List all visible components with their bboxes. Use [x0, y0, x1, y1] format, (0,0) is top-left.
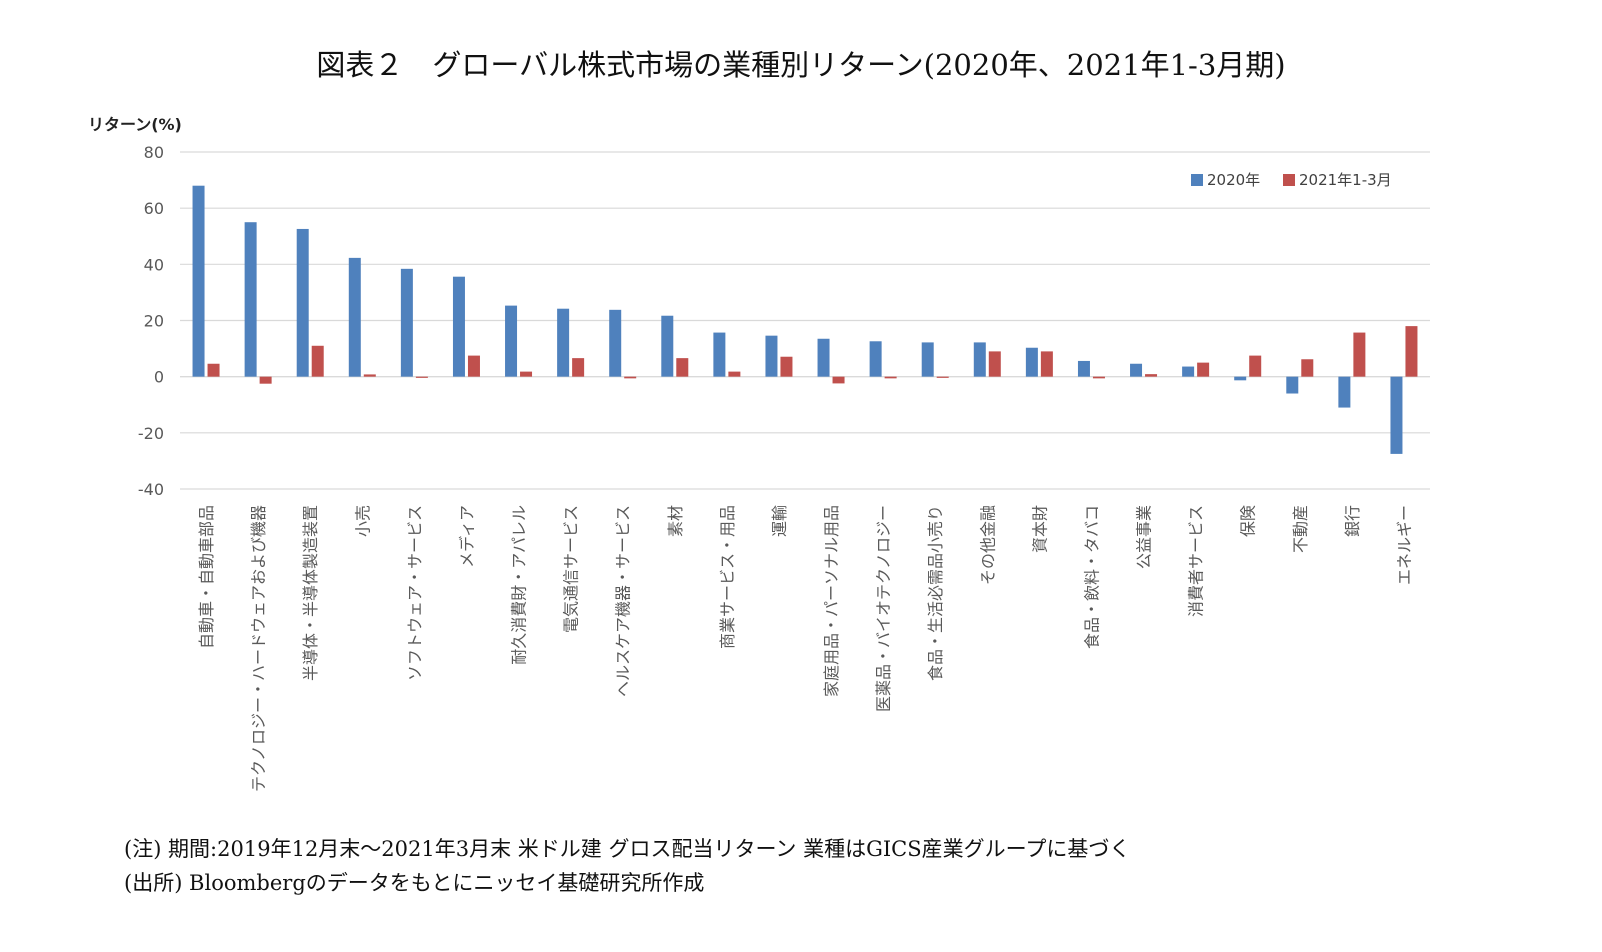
gridlines: [180, 151, 1430, 490]
x-tick-label: 耐久消費財・アパレル: [510, 505, 529, 665]
x-tick-label: 運輸: [770, 505, 789, 537]
x-tick-label: 素材: [666, 505, 685, 537]
bar-2021q1: [884, 376, 897, 379]
bar-2020: [1077, 360, 1090, 377]
bar-2021q1: [1040, 351, 1053, 377]
bar-2020: [609, 309, 622, 377]
x-tick-label: 資本財: [1030, 505, 1049, 553]
y-axis-ticks: 80 60 40 20 0 -20 -40: [138, 143, 164, 499]
x-tick-label: その他金融: [978, 505, 997, 585]
bar-2021q1: [624, 376, 637, 379]
bar-2020: [661, 315, 674, 377]
y-tick-label: -20: [138, 424, 164, 443]
bar-2021q1: [207, 363, 220, 377]
bar-2021q1: [520, 371, 533, 377]
footnote: (注) 期間:2019年12月末～2021年3月末 米ドル建 グロス配当リターン…: [124, 837, 1131, 861]
x-tick-label: エネルギー: [1395, 505, 1414, 585]
source-note: (出所) Bloombergのデータをもとにニッセイ基礎研究所作成: [124, 871, 705, 895]
x-tick-label: 食品・飲料・タバコ: [1082, 505, 1101, 649]
bar-2021q1: [936, 376, 949, 378]
x-tick-label: 公益事業: [1135, 505, 1154, 569]
y-tick-label: 80: [144, 143, 164, 162]
bar-2020: [557, 308, 570, 377]
bar-2021q1: [363, 374, 376, 377]
bar-2020: [1286, 376, 1299, 394]
bar-2021q1: [1405, 326, 1418, 377]
x-tick-label: 消費者サービス: [1187, 505, 1206, 617]
x-tick-label: 医薬品・バイオテクノロジー: [874, 505, 893, 712]
bar-2020: [452, 276, 465, 377]
bar-2020: [244, 222, 257, 377]
bar-2020: [765, 335, 778, 377]
y-tick-label: 0: [154, 368, 164, 387]
bar-chart: 80 60 40 20 0 -20 -40 自動車・自動車部品 テクノロジー・ハードウェアおよ…: [138, 143, 1430, 792]
legend: 2020年 2021年1-3月: [1191, 171, 1392, 189]
bar-2021q1: [572, 358, 585, 377]
bar-2021q1: [676, 358, 689, 377]
x-tick-label: 食品・生活必需品小売り: [926, 505, 945, 681]
chart-title: 図表２ グローバル株式市場の業種別リターン(2020年、2021年1-3月期): [316, 48, 1286, 82]
bar-2020: [921, 342, 934, 377]
bar-2021q1: [728, 371, 741, 377]
bar-2021q1: [988, 351, 1001, 377]
x-tick-label: 小売: [353, 505, 372, 537]
legend-swatch: [1191, 174, 1203, 186]
x-tick-label: 電気通信サービス: [562, 505, 581, 633]
bar-2021q1: [1301, 359, 1314, 377]
bar-2020: [1182, 366, 1195, 377]
bar-2020: [1338, 376, 1351, 408]
bar-2021q1: [780, 356, 793, 377]
bars: [192, 185, 1418, 454]
bar-2021q1: [1145, 374, 1158, 377]
bar-2021q1: [467, 355, 480, 377]
bar-2021q1: [1249, 355, 1262, 377]
x-tick-label: 家庭用品・パーソナル用品: [822, 505, 841, 697]
x-tick-label: ソフトウェア・サービス: [405, 505, 424, 681]
bar-2020: [505, 305, 518, 377]
bar-2020: [869, 341, 882, 377]
bar-2021q1: [311, 345, 324, 377]
bar-2020: [1025, 347, 1038, 377]
x-tick-label: 保険: [1239, 505, 1258, 537]
x-tick-label: 不動産: [1291, 505, 1310, 553]
bar-2020: [817, 338, 830, 377]
bar-2021q1: [832, 376, 845, 384]
bar-2021q1: [259, 376, 272, 384]
x-tick-label: テクノロジー・ハードウェアおよび機器: [249, 505, 268, 792]
bar-2021q1: [1197, 362, 1210, 377]
bar-2021q1: [1092, 376, 1105, 379]
bar-2021q1: [415, 376, 428, 378]
bar-2020: [192, 185, 205, 377]
y-tick-label: 60: [144, 199, 164, 218]
bar-2020: [348, 257, 361, 377]
bar-2020: [296, 228, 309, 377]
x-tick-label: 半導体・半導体製造装置: [301, 505, 320, 681]
x-tick-label: ヘルスケア機器・サービス: [614, 505, 633, 697]
legend-label: 2021年1-3月: [1299, 171, 1392, 189]
y-tick-label: 40: [144, 255, 164, 274]
y-tick-label: 20: [144, 312, 164, 331]
x-tick-label: メディア: [457, 505, 476, 568]
bar-2020: [1130, 363, 1143, 377]
bar-2020: [973, 342, 986, 377]
bar-2020: [713, 332, 726, 377]
y-tick-label: -40: [138, 480, 164, 499]
y-axis-label: リターン(%): [88, 115, 182, 134]
bar-2021q1: [1353, 332, 1366, 377]
category-labels: 自動車・自動車部品 テクノロジー・ハードウェアおよび機器 半導体・半導体製造装置 小売…: [197, 505, 1414, 792]
legend-label: 2020年: [1207, 171, 1260, 189]
x-tick-label: 商業サービス・用品: [718, 505, 737, 649]
x-tick-label: 銀行: [1343, 505, 1362, 537]
bar-2020: [1234, 376, 1247, 381]
legend-swatch: [1283, 174, 1295, 186]
x-tick-label: 自動車・自動車部品: [197, 505, 216, 649]
bar-2020: [1390, 376, 1403, 454]
bar-2020: [400, 268, 413, 377]
